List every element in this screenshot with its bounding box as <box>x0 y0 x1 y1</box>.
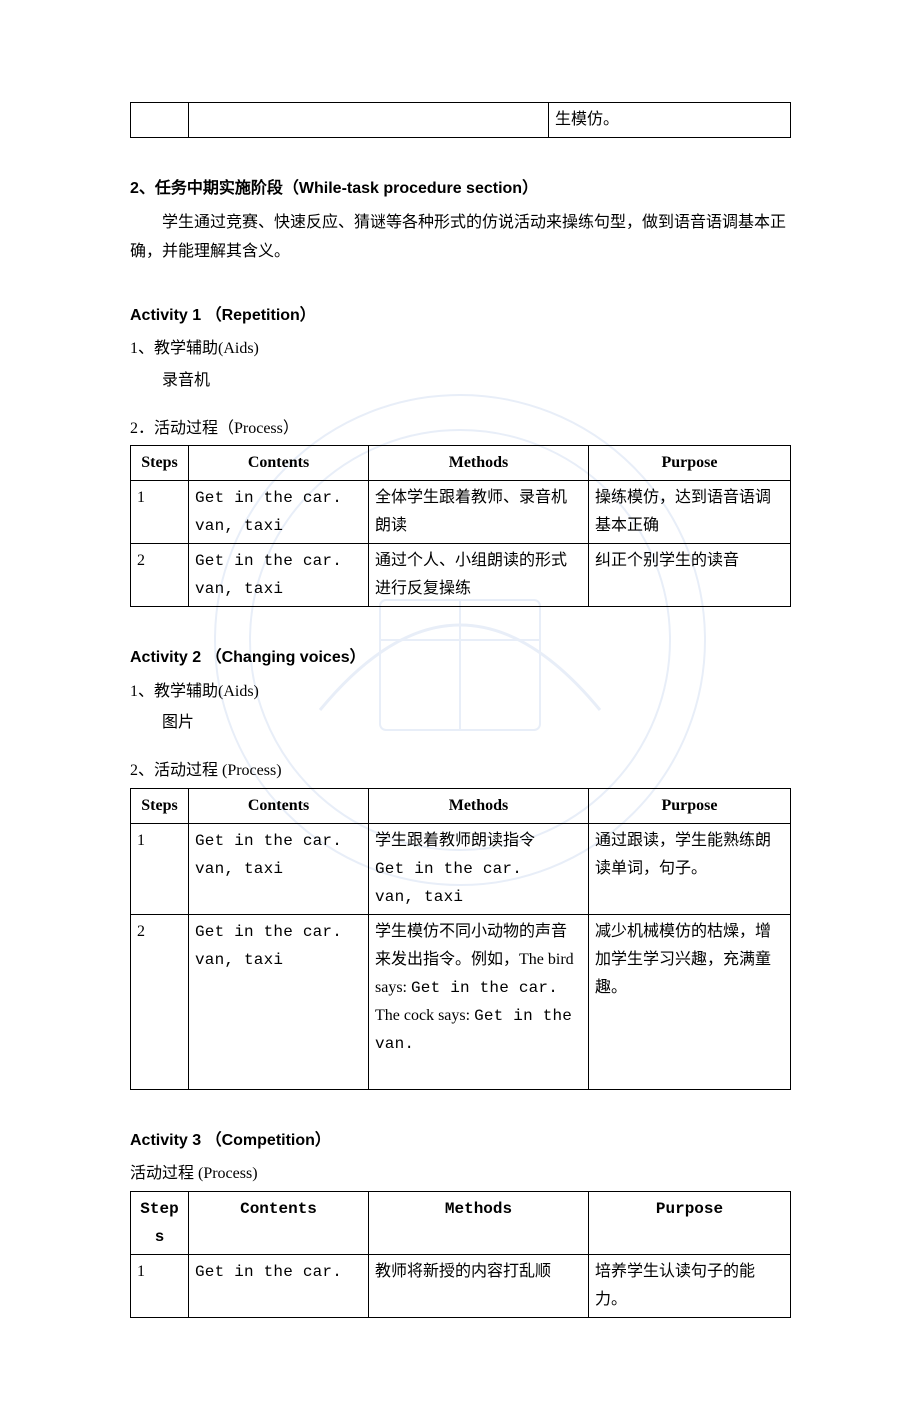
table-header-row: Steps Contents Methods Purpose <box>131 446 791 481</box>
cell-contents: Get in the car. van, taxi <box>189 481 369 544</box>
activity-2-aids-label: 1、教学辅助(Aids) <box>130 677 790 707</box>
cell-methods: 学生模仿不同小动物的声音来发出指令。例如，The bird says: Get … <box>369 914 589 1089</box>
cell-methods: 全体学生跟着教师、录音机朗读 <box>369 481 589 544</box>
activity-3-title: Activity 3 （Competition） <box>130 1128 790 1154</box>
section-2-intro: 学生通过竞赛、快速反应、猜谜等各种形式的仿说活动来操练句型，做到语音语调基本正确… <box>130 208 790 267</box>
cell-purpose: 减少机械模仿的枯燥，增加学生学习兴趣，充满童趣。 <box>589 914 791 1089</box>
cell-step: 1 <box>131 823 189 914</box>
table-row: 2 Get in the car. van, taxi 通过个人、小组朗读的形式… <box>131 544 791 607</box>
cell-methods: 通过个人、小组朗读的形式进行反复操练 <box>369 544 589 607</box>
th-contents: Contents <box>189 446 369 481</box>
stub-cell-1 <box>131 103 189 138</box>
cell-purpose: 纠正个别学生的读音 <box>589 544 791 607</box>
activity-2-process-label: 2、活动过程 (Process) <box>130 756 790 786</box>
th-methods: Methods <box>369 446 589 481</box>
stub-cell-3: 生模仿。 <box>549 103 791 138</box>
activity-2-title: Activity 2 （Changing voices） <box>130 645 790 671</box>
table-header-row: Steps Contents Methods Purpose <box>131 1191 791 1254</box>
activity-1-table: Steps Contents Methods Purpose 1 Get in … <box>130 445 791 607</box>
stub-cell-2 <box>189 103 549 138</box>
table-row: 生模仿。 <box>131 103 791 138</box>
cell-step: 1 <box>131 1254 189 1317</box>
activity-1-process-label: 2．活动过程（Process） <box>130 414 790 444</box>
cell-contents: Get in the car. van, taxi <box>189 544 369 607</box>
cell-methods: 学生跟着教师朗读指令 Get in the car. van, taxi <box>369 823 589 914</box>
cell-purpose: 培养学生认读句子的能力。 <box>589 1254 791 1317</box>
cell-contents: Get in the car. van, taxi <box>189 823 369 914</box>
activity-3-table: Steps Contents Methods Purpose 1 Get in … <box>130 1191 791 1318</box>
th-methods: Methods <box>369 1191 589 1254</box>
cell-step: 1 <box>131 481 189 544</box>
table-row: 1 Get in the car. 教师将新授的内容打乱顺 培养学生认读句子的能… <box>131 1254 791 1317</box>
th-steps: Steps <box>131 446 189 481</box>
cell-purpose: 操练模仿，达到语音语调基本正确 <box>589 481 791 544</box>
cell-contents: Get in the car. van, taxi <box>189 914 369 1089</box>
th-purpose: Purpose <box>589 1191 791 1254</box>
cell-methods: 教师将新授的内容打乱顺 <box>369 1254 589 1317</box>
th-purpose: Purpose <box>589 446 791 481</box>
th-steps: Steps <box>131 788 189 823</box>
activity-3-process-label: 活动过程 (Process) <box>130 1159 790 1189</box>
th-methods: Methods <box>369 788 589 823</box>
cell-contents: Get in the car. <box>189 1254 369 1317</box>
table-row: 1 Get in the car. van, taxi 学生跟着教师朗读指令 G… <box>131 823 791 914</box>
activity-2-aids: 图片 <box>130 708 790 738</box>
th-steps: Steps <box>131 1191 189 1254</box>
th-purpose: Purpose <box>589 788 791 823</box>
activity-1-aids: 录音机 <box>130 366 790 396</box>
activity-1-title: Activity 1 （Repetition） <box>130 303 790 329</box>
th-contents: Contents <box>189 788 369 823</box>
cell-step: 2 <box>131 914 189 1089</box>
table-row: 1 Get in the car. van, taxi 全体学生跟着教师、录音机… <box>131 481 791 544</box>
prev-page-table-stub: 生模仿。 <box>130 102 791 138</box>
cell-step: 2 <box>131 544 189 607</box>
table-header-row: Steps Contents Methods Purpose <box>131 788 791 823</box>
table-row: 2 Get in the car. van, taxi 学生模仿不同小动物的声音… <box>131 914 791 1089</box>
th-contents: Contents <box>189 1191 369 1254</box>
section-2-heading: 2、任务中期实施阶段（While-task procedure section） <box>130 176 790 202</box>
cell-purpose: 通过跟读，学生能熟练朗读单词，句子。 <box>589 823 791 914</box>
activity-2-table: Steps Contents Methods Purpose 1 Get in … <box>130 788 791 1090</box>
activity-1-aids-label: 1、教学辅助(Aids) <box>130 334 790 364</box>
